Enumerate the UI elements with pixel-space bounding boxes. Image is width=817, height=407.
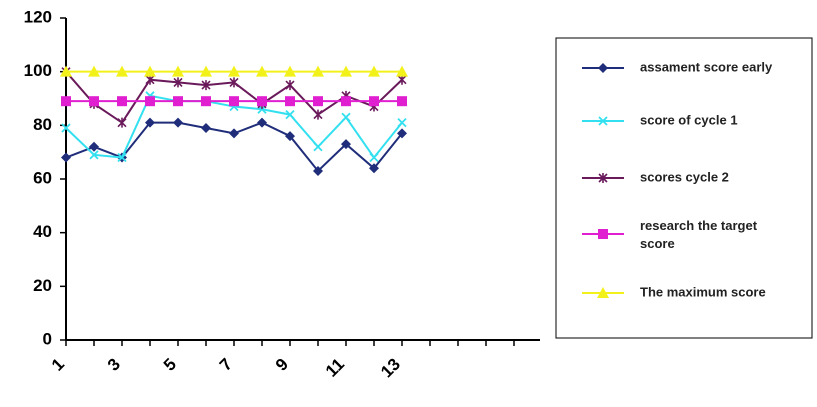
marker (144, 65, 156, 77)
legend-box (555, 37, 813, 339)
marker (397, 118, 407, 128)
legend-marker (598, 116, 608, 126)
marker (257, 117, 267, 128)
y-tick-label: 80 (33, 115, 52, 134)
legend-marker (597, 287, 609, 298)
marker (173, 117, 183, 128)
marker (61, 123, 71, 133)
marker (313, 165, 323, 176)
marker (341, 112, 351, 122)
legend-marker (598, 173, 608, 183)
marker (89, 141, 99, 152)
marker (397, 128, 407, 139)
marker (313, 142, 323, 152)
marker (340, 65, 352, 77)
y-tick-label: 0 (43, 329, 52, 348)
legend-marker (598, 229, 608, 239)
marker (285, 96, 295, 107)
x-tick-label: 3 (104, 355, 124, 375)
legend-label: assament score early (640, 59, 773, 74)
y-tick-label: 100 (24, 61, 52, 80)
marker (256, 65, 268, 77)
marker (369, 163, 379, 174)
legend-label: scores cycle 2 (640, 169, 729, 184)
marker (285, 80, 295, 91)
x-tick-label: 9 (272, 355, 292, 375)
marker (396, 65, 408, 77)
marker (201, 123, 211, 134)
y-tick-label: 40 (33, 222, 52, 241)
marker (117, 152, 127, 163)
marker (229, 128, 239, 139)
marker (257, 96, 267, 107)
marker (61, 152, 71, 163)
marker (313, 96, 323, 107)
marker (368, 65, 380, 77)
marker (229, 77, 239, 88)
marker (61, 96, 71, 107)
marker (89, 96, 99, 107)
marker (173, 77, 183, 88)
marker (89, 150, 99, 160)
marker (285, 109, 295, 120)
marker (312, 65, 324, 77)
x-tick-label: 13 (377, 355, 404, 382)
marker (201, 96, 211, 107)
y-tick-label: 120 (24, 7, 52, 26)
marker (341, 139, 351, 150)
marker (369, 152, 379, 163)
marker (117, 117, 127, 128)
marker (285, 131, 295, 142)
marker (228, 65, 240, 77)
marker (173, 96, 183, 107)
marker (284, 65, 296, 77)
x-tick-label: 5 (160, 355, 180, 375)
x-tick-label: 7 (216, 355, 236, 375)
marker (369, 96, 379, 107)
marker (201, 80, 211, 91)
marker (397, 96, 407, 107)
marker (117, 96, 127, 107)
marker (229, 96, 239, 107)
x-tick-label: 11 (322, 355, 348, 381)
y-tick-label: 60 (33, 168, 52, 187)
legend-marker (598, 63, 608, 73)
marker (341, 96, 351, 107)
legend-label: research the target score (640, 218, 758, 251)
legend-label: The maximum score (640, 284, 766, 299)
marker (172, 65, 184, 77)
marker (145, 117, 155, 128)
marker (200, 65, 212, 77)
y-tick-label: 20 (33, 276, 52, 295)
marker (145, 96, 155, 107)
marker (116, 65, 128, 77)
x-tick-label: 1 (48, 355, 68, 375)
legend-label: score of cycle 1 (640, 112, 738, 127)
marker (60, 65, 72, 77)
marker (313, 109, 323, 120)
marker (88, 65, 100, 77)
